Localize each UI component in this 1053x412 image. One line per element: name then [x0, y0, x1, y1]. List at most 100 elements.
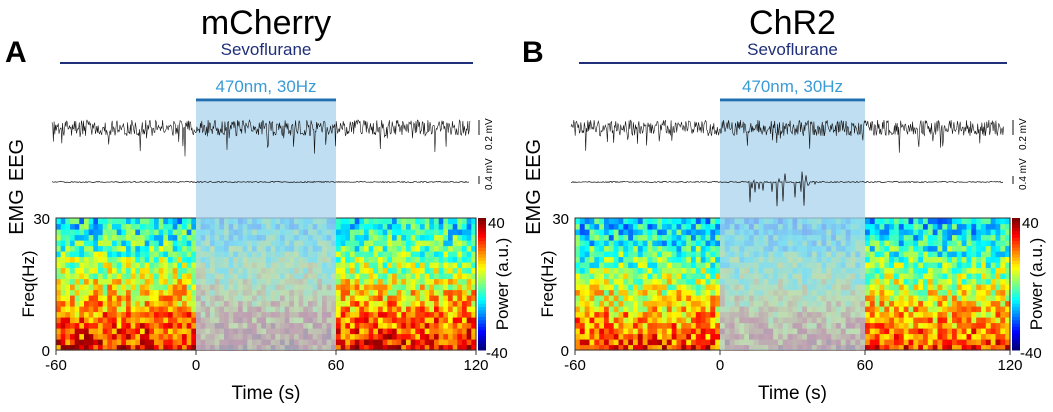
spectrogram-cell: [88, 339, 94, 346]
spectrogram-cell: [956, 245, 963, 252]
colorbar-step: [1012, 247, 1020, 252]
spectrogram-cell: [448, 322, 454, 329]
spectrogram-cell: [927, 317, 934, 324]
spectrogram-cell: [144, 278, 150, 285]
spectrogram-cell: [995, 322, 1001, 329]
spectrogram-cell: [429, 289, 435, 296]
spectrogram-cell: [995, 311, 1001, 318]
spectrogram-cell: [168, 240, 174, 247]
spectrogram-cell: [392, 267, 398, 274]
spectrogram-cell: [618, 317, 624, 324]
spectrogram-cell: [107, 284, 113, 291]
spectrogram-cell: [93, 306, 99, 313]
spectrogram-cell: [647, 311, 653, 318]
spectrogram-cell: [700, 218, 707, 225]
spectrogram-cell: [618, 344, 624, 351]
spectrogram-cell: [448, 339, 454, 346]
spectrogram-cell: [695, 229, 702, 236]
spectrogram-cell: [158, 278, 164, 285]
colorbar-step: [478, 333, 486, 338]
spectrogram-cell: [396, 289, 402, 296]
spectrogram-cell: [671, 262, 678, 269]
spectrogram-cell: [135, 289, 141, 296]
spectrogram-cell: [172, 306, 178, 313]
spectrogram-cell: [623, 229, 629, 236]
spectrogram-cell: [163, 251, 169, 258]
colorbar-step: [478, 300, 486, 305]
spectrogram-cell: [913, 251, 919, 258]
spectrogram-cell: [443, 284, 449, 291]
spectrogram-cell: [443, 289, 449, 296]
spectrogram-cell: [918, 317, 924, 324]
colorbar-step: [478, 260, 486, 265]
spectrogram-cell: [681, 322, 687, 329]
spectrogram-cell: [947, 317, 953, 324]
spectrogram-cell: [908, 333, 914, 340]
spectrogram-cell: [452, 344, 458, 351]
spectrogram-cell: [424, 295, 430, 302]
spectrogram-cell: [135, 339, 141, 346]
spectrogram-cell: [186, 273, 192, 280]
spectrogram-cell: [359, 311, 365, 318]
spectrogram-cell: [618, 245, 624, 252]
spectrogram-cell: [74, 295, 80, 302]
spectrogram-cell: [981, 284, 987, 291]
spectrogram-cell: [923, 273, 929, 280]
spectrogram-cell: [990, 273, 997, 280]
spectrogram-cell: [429, 306, 435, 313]
spectrogram-cell: [918, 306, 924, 313]
spectrogram-cell: [700, 289, 707, 296]
drug-label: Sevoflurane: [221, 40, 312, 59]
spectrogram-cell: [126, 223, 132, 230]
spectrogram-cell: [710, 328, 716, 335]
spectrogram-cell: [345, 273, 351, 280]
spectrogram-cell: [79, 278, 85, 285]
spectrogram-cell: [884, 339, 890, 346]
spectrogram-cell: [995, 251, 1001, 258]
spectrogram-cell: [410, 289, 416, 296]
spectrogram-cell: [710, 333, 716, 340]
spectrogram-cell: [874, 306, 881, 313]
spectrogram-cell: [932, 262, 939, 269]
spectrogram-cell: [647, 328, 653, 335]
spectrogram-cell: [354, 273, 360, 280]
spectrogram-cell: [163, 223, 169, 230]
spectrogram-cell: [410, 245, 416, 252]
spectrogram-cell: [116, 339, 122, 346]
spectrogram-cell: [354, 284, 360, 291]
spectrogram-cell: [932, 333, 939, 340]
spectrogram-cell: [666, 311, 673, 318]
colorbar-step: [1012, 227, 1020, 232]
spectrogram-cell: [894, 311, 900, 318]
spectrogram-cell: [913, 333, 919, 340]
spectrogram-cell: [79, 223, 85, 230]
spectrogram-cell: [60, 251, 66, 258]
spectrogram-cell: [956, 278, 963, 285]
spectrogram-cell: [647, 229, 653, 236]
spectrogram-cell: [340, 300, 346, 307]
spectrogram-cell: [700, 256, 707, 263]
spectrogram-cell: [676, 339, 682, 346]
colorbar-step: [1012, 303, 1020, 308]
spectrogram-cell: [163, 295, 169, 302]
spectrogram-cell: [966, 289, 972, 296]
spectrogram-cell: [452, 311, 458, 318]
spectrogram-cell: [88, 234, 94, 241]
spectrogram-cell: [392, 306, 398, 313]
spectrogram-cell: [865, 328, 871, 335]
spectrogram-cell: [350, 333, 356, 340]
spectrogram-cell: [168, 339, 174, 346]
spectrogram-cell: [420, 240, 426, 247]
spectrogram-cell: [387, 322, 393, 329]
spectrogram-cell: [908, 267, 914, 274]
spectrogram-cell: [144, 234, 150, 241]
spectrogram-cell: [457, 311, 463, 318]
spectrogram-cell: [186, 229, 192, 236]
spectrogram-cell: [392, 229, 398, 236]
spectrogram-cell: [434, 234, 440, 241]
spectrogram-cell: [686, 306, 692, 313]
colorbar-step: [478, 346, 486, 351]
spectrogram-cell: [359, 322, 365, 329]
spectrogram-cell: [60, 273, 66, 280]
spectrogram-cell: [168, 218, 174, 225]
